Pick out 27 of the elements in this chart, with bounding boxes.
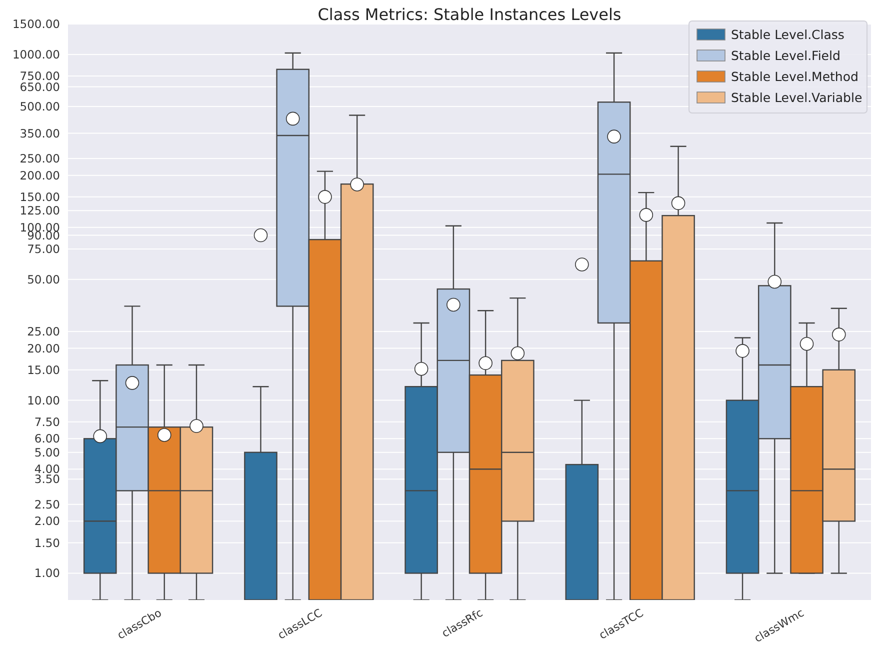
legend-label: Stable Level.Field	[731, 48, 840, 63]
y-tick-label: 75.00	[27, 242, 60, 256]
y-tick-label: 150.00	[20, 190, 60, 204]
y-tick-label: 2.50	[34, 497, 60, 512]
y-tick-label: 1.00	[34, 566, 60, 580]
y-tick-label: 1500.00	[12, 17, 60, 32]
y-tick-label: 10.00	[27, 393, 60, 408]
legend-label: Stable Level.Method	[731, 69, 858, 84]
y-tick-label: 7.50	[34, 414, 60, 429]
y-tick-label: 15.00	[27, 362, 60, 377]
y-tick-label: 1.50	[34, 536, 60, 550]
legend-label: Stable Level.Variable	[731, 90, 862, 105]
legend-label: Stable Level.Class	[731, 27, 844, 42]
y-tick-label: 500.00	[20, 100, 60, 114]
y-tick-label: 2.00	[34, 514, 60, 528]
y-tick-label: 350.00	[20, 126, 60, 140]
y-tick-label: 1000.00	[12, 47, 60, 62]
y-tick-label: 50.00	[27, 272, 60, 286]
y-tick-label: 20.00	[27, 341, 60, 356]
y-tick-label: 5.00	[34, 445, 60, 460]
y-tick-label: 125.00	[20, 204, 60, 218]
y-tick-label: 250.00	[20, 152, 60, 166]
y-tick-label: 6.00	[34, 432, 60, 446]
y-tick-label: 25.00	[27, 324, 60, 339]
chart-title: Class Metrics: Stable Instances Levels	[318, 5, 622, 24]
y-tick-label: 200.00	[20, 168, 60, 182]
y-tick-label: 3.50	[34, 472, 60, 486]
